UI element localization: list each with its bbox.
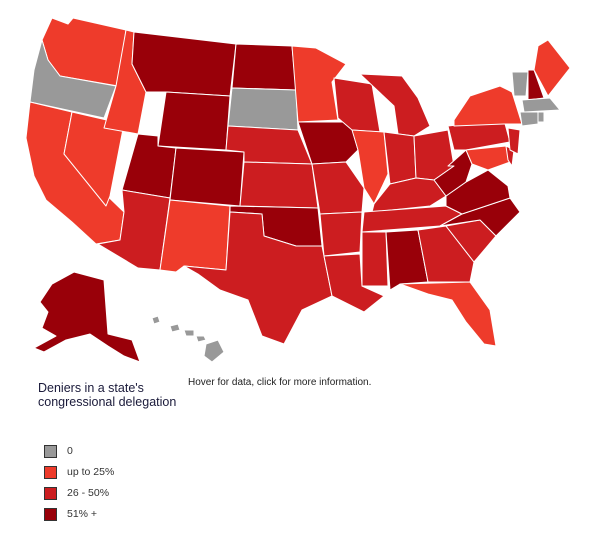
legend-swatch — [44, 507, 57, 521]
state-iowa[interactable] — [297, 121, 359, 165]
state-new-jersey[interactable] — [507, 127, 521, 155]
state-south-dakota[interactable] — [227, 87, 299, 131]
state-virginia[interactable] — [445, 169, 511, 215]
legend-swatch — [44, 465, 57, 479]
state-massachusetts[interactable] — [521, 97, 561, 113]
state-new-york[interactable] — [453, 85, 523, 127]
state-florida[interactable] — [399, 281, 497, 347]
legend-label: up to 25% — [67, 466, 115, 478]
state-maryland[interactable] — [465, 145, 511, 171]
state-indiana[interactable] — [383, 131, 417, 185]
state-colorado[interactable] — [169, 147, 245, 207]
state-alaska[interactable] — [33, 271, 141, 363]
legend-item-high: 51% + — [44, 507, 97, 521]
legend-label: 51% + — [67, 508, 98, 520]
legend-swatch — [44, 444, 57, 458]
state-north-dakota[interactable] — [231, 43, 297, 91]
state-kansas[interactable] — [239, 161, 319, 209]
legend-item-mid: 26 - 50% — [44, 486, 109, 500]
legend-item-none: 0 — [44, 444, 73, 458]
state-louisiana[interactable] — [323, 253, 385, 313]
us-states-map — [25, 17, 571, 363]
state-connecticut[interactable] — [519, 111, 539, 127]
state-hawaii[interactable] — [151, 315, 225, 363]
state-wyoming[interactable] — [157, 91, 231, 151]
state-new-mexico[interactable] — [159, 199, 231, 273]
state-vermont[interactable] — [511, 71, 529, 97]
state-missouri[interactable] — [311, 161, 365, 215]
state-maine[interactable] — [533, 39, 571, 97]
map-hint: Hover for data, click for more informati… — [188, 377, 372, 388]
state-alabama[interactable] — [385, 229, 429, 291]
legend-label: 0 — [67, 445, 73, 457]
legend-label: 26 - 50% — [67, 487, 110, 499]
state-michigan[interactable] — [359, 73, 431, 137]
state-arkansas[interactable] — [319, 211, 363, 257]
state-texas[interactable] — [183, 211, 333, 345]
state-mississippi[interactable] — [361, 231, 389, 287]
state-montana[interactable] — [131, 31, 237, 97]
legend-title: Deniers in a state's congressional deleg… — [38, 381, 177, 409]
state-oregon[interactable] — [29, 39, 117, 119]
state-rhode-island[interactable] — [537, 111, 545, 123]
state-georgia[interactable] — [417, 225, 475, 283]
legend-item-low: up to 25% — [44, 465, 114, 479]
legend-swatch — [44, 486, 57, 500]
